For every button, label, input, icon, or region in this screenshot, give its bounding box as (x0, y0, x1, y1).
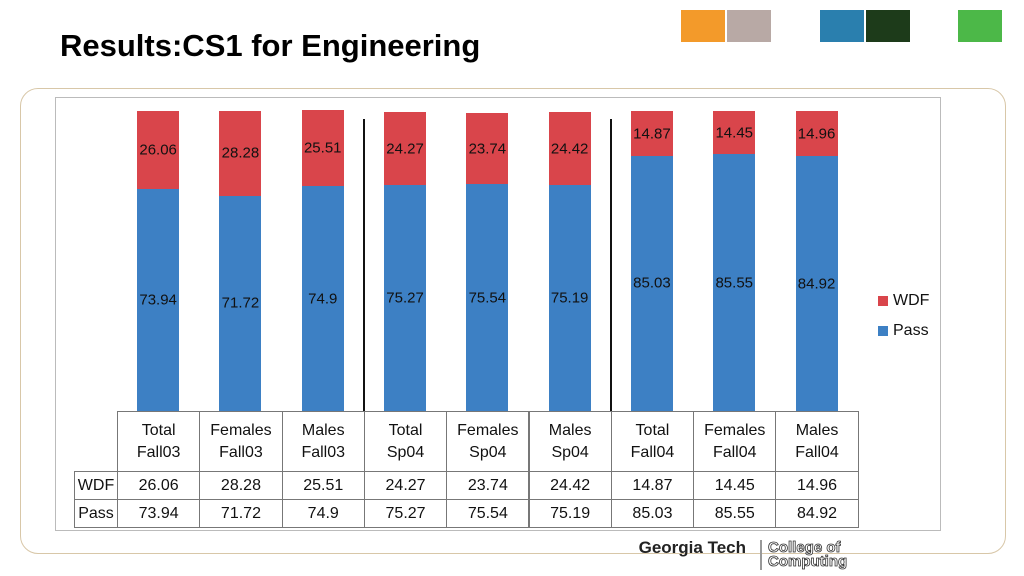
data-label: 85.03 (633, 274, 671, 292)
data-label: 74.9 (308, 290, 338, 308)
bar-segment (630, 111, 673, 156)
table-cell: 14.96 (775, 471, 859, 500)
table-header: Females Fall03 (199, 411, 283, 472)
bar-segment (795, 111, 838, 157)
data-label: 14.96 (797, 125, 836, 143)
bar-segment (548, 185, 591, 411)
table-cell: 25.51 (281, 471, 365, 500)
data-label: 28.28 (221, 144, 260, 162)
decor-image (681, 10, 725, 42)
logo-divider (760, 540, 762, 570)
decor-image (727, 10, 771, 42)
bar-segment (384, 112, 427, 186)
table-header: Males Fall03 (281, 411, 365, 472)
table-cell: 75.27 (363, 499, 448, 528)
data-label: 25.51 (303, 139, 342, 157)
table-cell: 75.19 (528, 499, 612, 528)
table-cell: 23.74 (446, 471, 530, 500)
legend-swatch (878, 326, 888, 336)
slide-title: Results:CS1 for Engineering (60, 28, 481, 63)
table-row-label: Pass (74, 499, 118, 528)
data-label: 23.74 (468, 140, 507, 158)
logo-text: College of Computing (768, 539, 848, 570)
table-cell: 73.94 (117, 499, 201, 528)
logo-text: Georgia Tech (638, 538, 746, 557)
table-header: Total Sp04 (363, 411, 448, 472)
bar-segment (466, 113, 509, 185)
decor-image (958, 10, 1002, 42)
table-cell: 75.54 (446, 499, 530, 528)
table-header: Males Fall04 (775, 411, 859, 472)
table-cell: 74.9 (281, 499, 365, 528)
table-cell: 84.92 (775, 499, 859, 528)
table-cell: 85.03 (610, 499, 695, 528)
table-cell: 24.27 (363, 471, 448, 500)
data-label: 85.55 (715, 274, 754, 292)
bar-segment (301, 109, 344, 187)
data-label: 75.19 (550, 289, 589, 307)
legend-swatch (878, 296, 888, 306)
table-cell: 85.55 (693, 499, 777, 528)
data-label: 26.06 (139, 141, 177, 159)
data-label: 73.94 (139, 291, 177, 309)
table-cell: 28.28 (199, 471, 283, 500)
table-cell: 71.72 (199, 499, 283, 528)
slide-frame (20, 88, 1006, 554)
data-label: 14.87 (633, 125, 671, 143)
data-label: 75.27 (386, 289, 424, 307)
data-label: 24.27 (386, 140, 424, 158)
table-row-label: WDF (74, 471, 118, 500)
bar-segment (466, 184, 509, 411)
data-label: 84.92 (797, 275, 836, 293)
table-header: Females Fall04 (693, 411, 777, 472)
table-header: Total Fall04 (610, 411, 695, 472)
data-label: 14.45 (715, 124, 754, 142)
bar-segment (384, 185, 427, 411)
bar-segment (795, 156, 838, 411)
bar-segment (219, 111, 262, 196)
legend-label: WDF (893, 292, 930, 309)
table-cell: 26.06 (117, 471, 201, 500)
bar-segment (713, 154, 756, 411)
table-cell: 24.42 (528, 471, 612, 500)
table-header: Females Sp04 (446, 411, 530, 472)
separator (609, 119, 612, 467)
decor-image (866, 10, 910, 42)
table-cell: 14.45 (693, 471, 777, 500)
table-header: Males Sp04 (528, 411, 612, 472)
bar-segment (137, 111, 180, 190)
bar-segment (301, 186, 344, 411)
legend-label: Pass (893, 322, 929, 339)
data-label: 75.54 (468, 289, 507, 307)
bar-segment (548, 112, 591, 186)
bar-segment (713, 111, 756, 155)
data-label: 24.42 (550, 140, 589, 158)
table-header: Total Fall03 (117, 411, 201, 472)
bar-segment (219, 195, 262, 411)
separator (362, 119, 365, 467)
chart: 73.94 26.06 71.72 28.28 74.9 25.51 75.27 24.27 7… (55, 97, 941, 531)
data-label: 71.72 (221, 294, 260, 312)
bar-segment (137, 189, 180, 411)
bar-segment (630, 155, 673, 411)
table-cell: 14.87 (610, 471, 695, 500)
decor-image (820, 10, 864, 42)
